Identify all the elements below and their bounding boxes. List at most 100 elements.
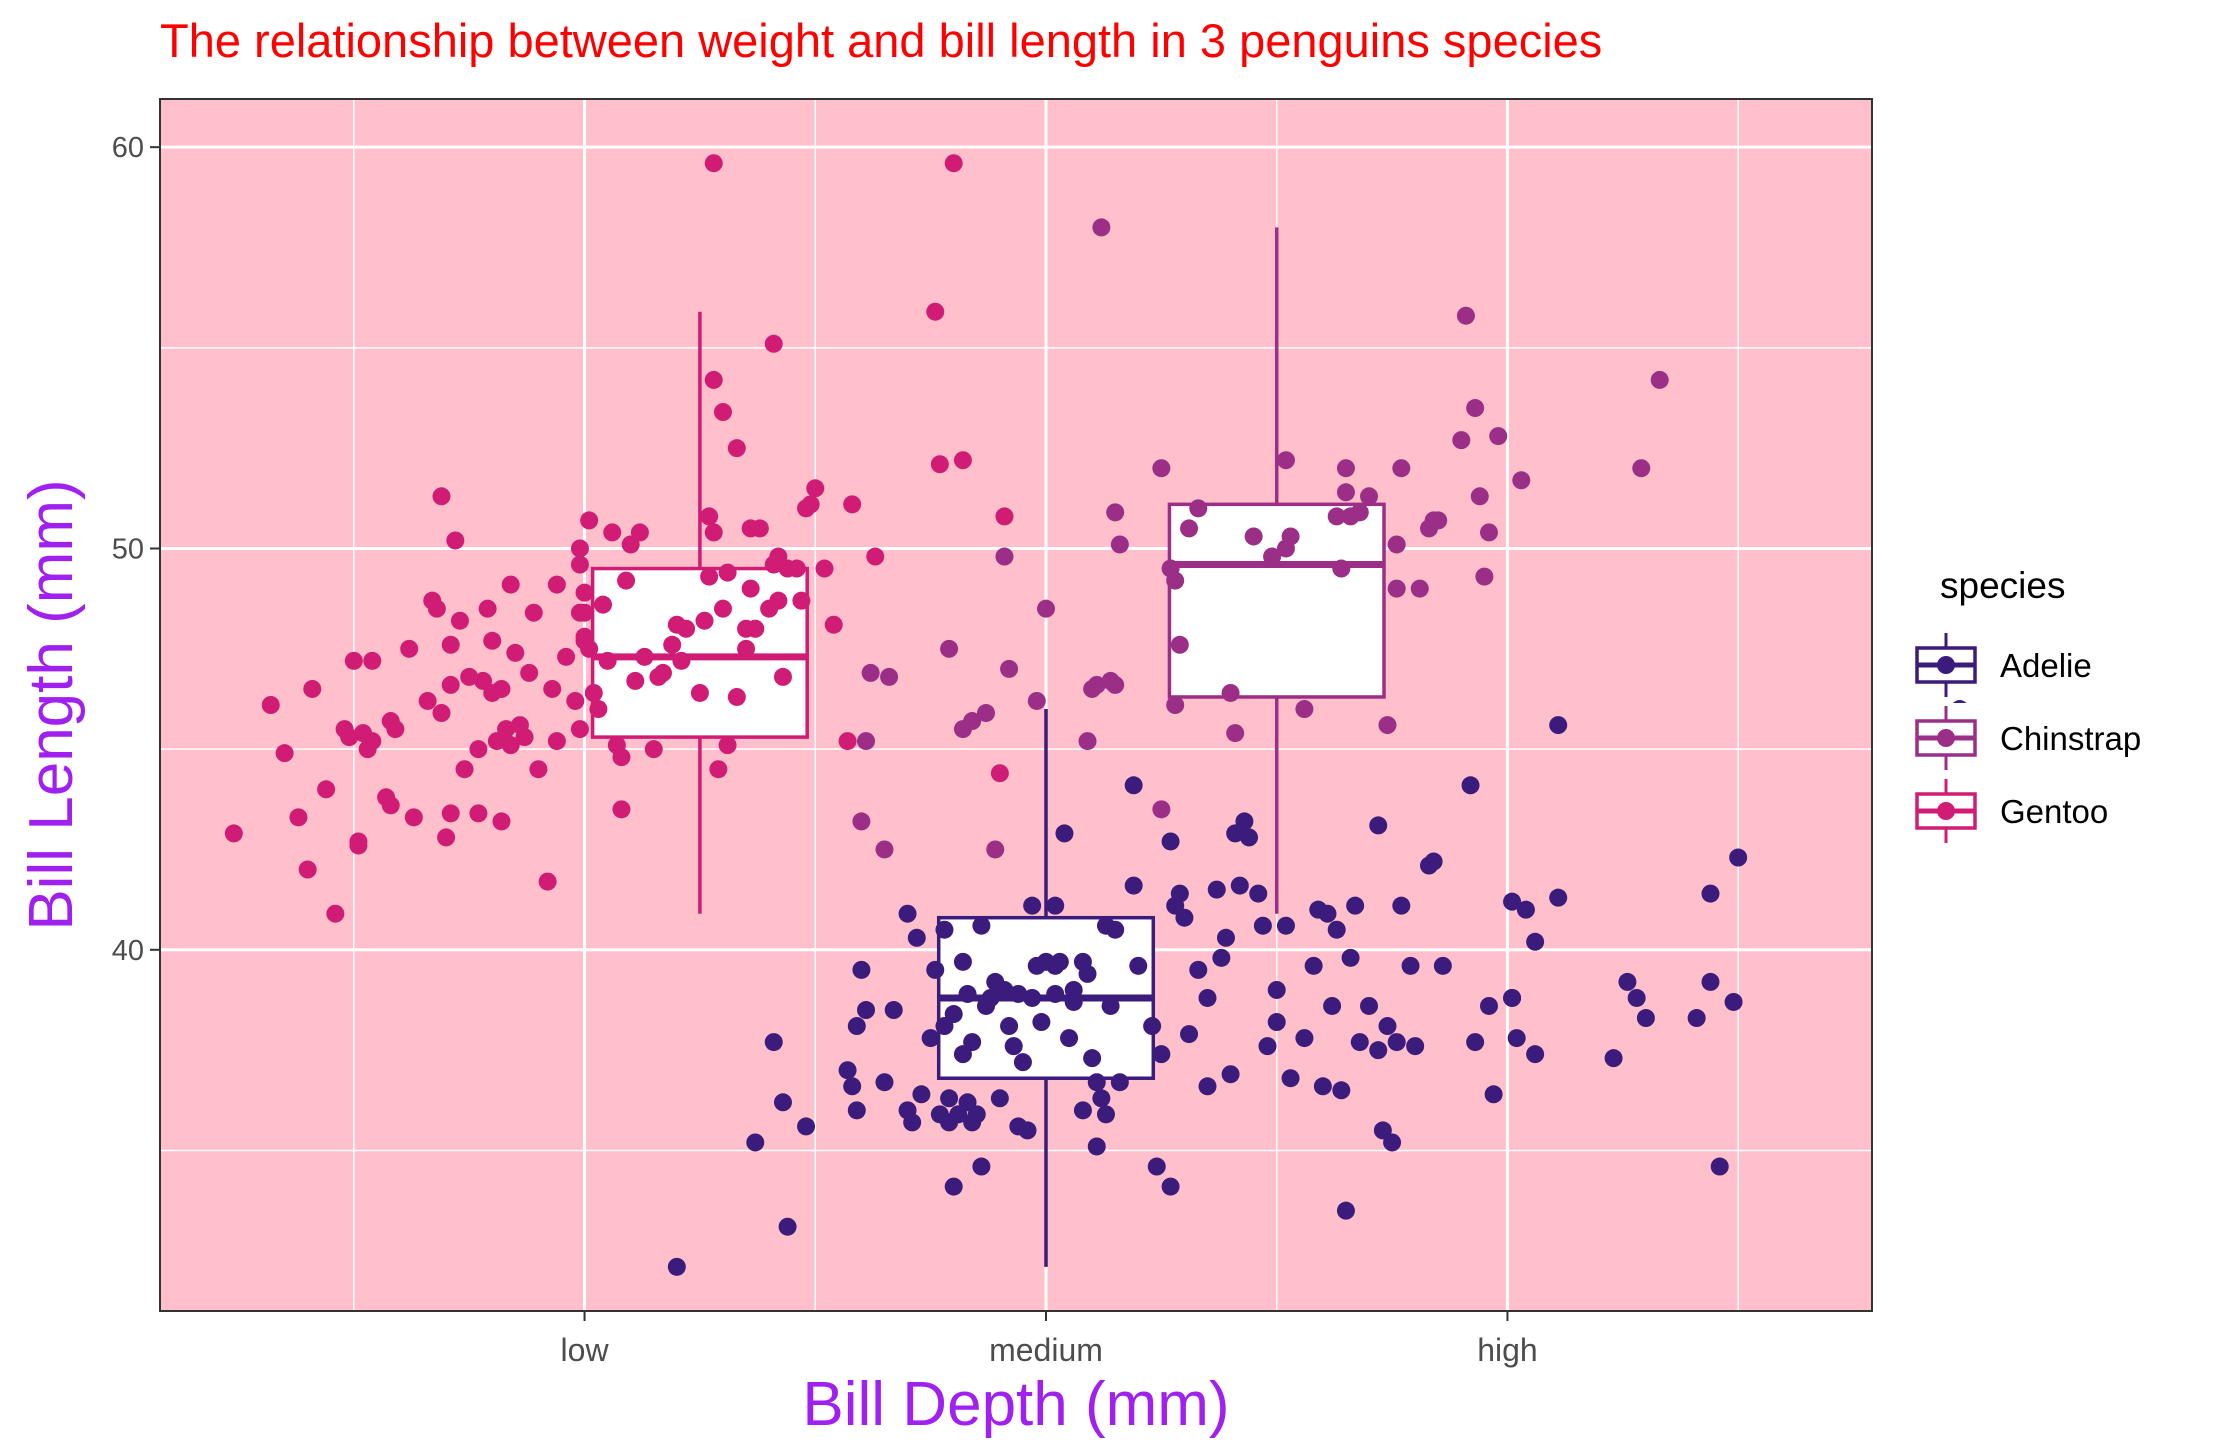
data-point [847, 1017, 866, 1036]
data-point [603, 523, 622, 542]
data-point [1055, 824, 1074, 843]
data-point [907, 928, 926, 947]
data-point [1166, 571, 1185, 590]
data-point [1110, 535, 1129, 554]
data-point [1604, 1049, 1623, 1068]
data-point [838, 1061, 857, 1080]
data-point [1078, 964, 1097, 983]
data-point [1369, 816, 1388, 835]
data-point [612, 800, 631, 819]
boxplot-adelie [936, 709, 1156, 1267]
box-body [1167, 502, 1386, 699]
chart-title: The relationship between weight and bill… [160, 14, 1602, 67]
y-tick-label: 50 [112, 533, 144, 565]
legend-label: Chinstrap [2000, 720, 2141, 757]
data-point [1235, 812, 1254, 831]
data-point [963, 1033, 982, 1052]
plot-border [159, 98, 1873, 1312]
data-point [1092, 1089, 1111, 1108]
data-point [1276, 451, 1295, 470]
data-point [349, 836, 368, 855]
data-point [515, 728, 534, 747]
data-point [303, 679, 322, 698]
data-point [400, 639, 419, 658]
data-point [1466, 1033, 1485, 1052]
data-point [547, 575, 566, 594]
data-point [1336, 483, 1355, 502]
data-point [483, 631, 502, 650]
data-point [787, 559, 806, 578]
data-point [700, 567, 719, 586]
data-point [612, 748, 631, 767]
data-point [1221, 1065, 1240, 1084]
data-point [1406, 1037, 1425, 1056]
x-tick-label: low [561, 1332, 610, 1368]
data-point [501, 736, 520, 755]
data-point [1073, 1101, 1092, 1120]
data-point [1129, 956, 1148, 975]
data-point [801, 495, 820, 514]
data-point [1360, 487, 1379, 506]
data-point [1023, 896, 1042, 915]
data-point [543, 679, 562, 698]
data-point [432, 704, 451, 723]
data-point [1410, 579, 1429, 598]
legend-key-adelie: Adelie [1911, 630, 2092, 700]
data-point [990, 764, 1009, 783]
data-point [1147, 1157, 1166, 1176]
data-point [1226, 724, 1245, 743]
data-point [935, 920, 954, 939]
data-point [635, 647, 654, 666]
data-point [1701, 972, 1720, 991]
data-point [492, 679, 511, 698]
data-point [857, 1001, 876, 1020]
data-point [460, 667, 479, 686]
data-point [506, 643, 525, 662]
data-point [1378, 716, 1397, 735]
data-point [1180, 1025, 1199, 1044]
data-point [1198, 988, 1217, 1007]
y-axis-title: Bill Length (mm) [17, 479, 86, 930]
data-point [1360, 996, 1379, 1015]
data-point [1701, 884, 1720, 903]
data-point [1350, 503, 1369, 522]
data-point [1549, 716, 1568, 735]
data-point [1161, 1177, 1180, 1196]
data-point [1240, 828, 1259, 847]
data-point [815, 559, 834, 578]
data-point [570, 555, 589, 574]
data-point [1332, 559, 1351, 578]
legend-label: Gentoo [2000, 793, 2108, 830]
data-point [930, 455, 949, 474]
data-point [1295, 1029, 1314, 1048]
data-point [1050, 952, 1069, 971]
data-point [363, 651, 382, 670]
x-tick-label: medium [989, 1332, 1103, 1368]
data-point [566, 691, 585, 710]
data-point [1687, 1009, 1706, 1028]
data-point [797, 1117, 816, 1136]
data-point [1729, 848, 1748, 867]
data-point [446, 531, 465, 550]
data-point [501, 575, 520, 594]
data-point [1244, 527, 1263, 546]
boxplot-chinstrap [1167, 227, 1386, 914]
data-point [663, 635, 682, 654]
data-point [727, 687, 746, 706]
y-tick-label: 60 [112, 132, 144, 164]
data-point [718, 563, 737, 582]
data-point [1387, 535, 1406, 554]
data-point [1327, 920, 1346, 939]
data-point [584, 683, 603, 702]
data-point [746, 619, 765, 638]
data-point [340, 728, 359, 747]
data-point [1078, 732, 1097, 751]
data-point [580, 639, 599, 658]
data-point [1064, 992, 1083, 1011]
data-point [1175, 908, 1194, 927]
data-point [1018, 1121, 1037, 1140]
data-point [469, 740, 488, 759]
legend-label: Adelie [2000, 647, 2092, 684]
data-point [1087, 675, 1106, 694]
series-gentoo [224, 154, 1014, 923]
